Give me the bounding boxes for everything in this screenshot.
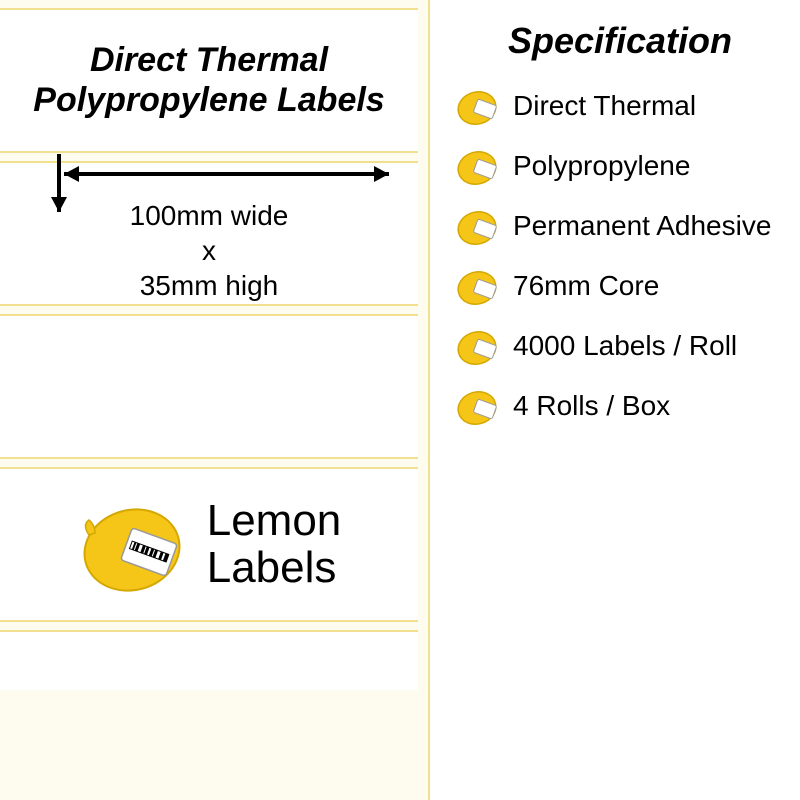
partial-label: [0, 630, 418, 690]
lemon-bullet-icon: [455, 82, 503, 130]
height-value: 35mm high: [140, 270, 279, 301]
spec-item-labels-roll: 4000 Labels / Roll: [455, 322, 785, 370]
spec-text: Direct Thermal: [513, 90, 696, 122]
lemon-bullet-icon: [455, 382, 503, 430]
product-infographic: Direct Thermal Polypropylene Labels 100m…: [0, 0, 800, 800]
spec-heading: Specification: [455, 20, 785, 62]
spec-item-rolls-box: 4 Rolls / Box: [455, 382, 785, 430]
spec-text: 76mm Core: [513, 270, 659, 302]
spec-item-adhesive: Permanent Adhesive: [455, 202, 785, 250]
title-label: Direct Thermal Polypropylene Labels: [0, 8, 418, 153]
brand-logo-label: Lemon Labels: [0, 467, 418, 622]
blank-label: [0, 314, 418, 459]
label-roll-preview: Direct Thermal Polypropylene Labels 100m…: [0, 0, 430, 800]
spec-text: 4000 Labels / Roll: [513, 330, 737, 362]
spec-text: Polypropylene: [513, 150, 690, 182]
dim-x: x: [202, 235, 216, 266]
lemon-bullet-icon: [455, 322, 503, 370]
spec-item-thermal: Direct Thermal: [455, 82, 785, 130]
lemon-bullet-icon: [455, 142, 503, 190]
lemon-bullet-icon: [455, 262, 503, 310]
lemon-bullet-icon: [455, 202, 503, 250]
brand-line1: Lemon: [207, 496, 342, 545]
brand-name: Lemon Labels: [207, 498, 342, 590]
spec-item-material: Polypropylene: [455, 142, 785, 190]
brand-line2: Labels: [207, 543, 337, 592]
dimensions-label: 100mm wide x 35mm high: [0, 161, 418, 306]
spec-text: 4 Rolls / Box: [513, 390, 670, 422]
product-title: Direct Thermal Polypropylene Labels: [0, 41, 418, 119]
spec-item-core: 76mm Core: [455, 262, 785, 310]
specification-panel: Specification Direct Thermal Polypropyle…: [430, 0, 800, 800]
lemon-logo-icon: [77, 485, 197, 605]
spec-text: Permanent Adhesive: [513, 210, 771, 242]
dimension-arrows: [19, 154, 399, 194]
